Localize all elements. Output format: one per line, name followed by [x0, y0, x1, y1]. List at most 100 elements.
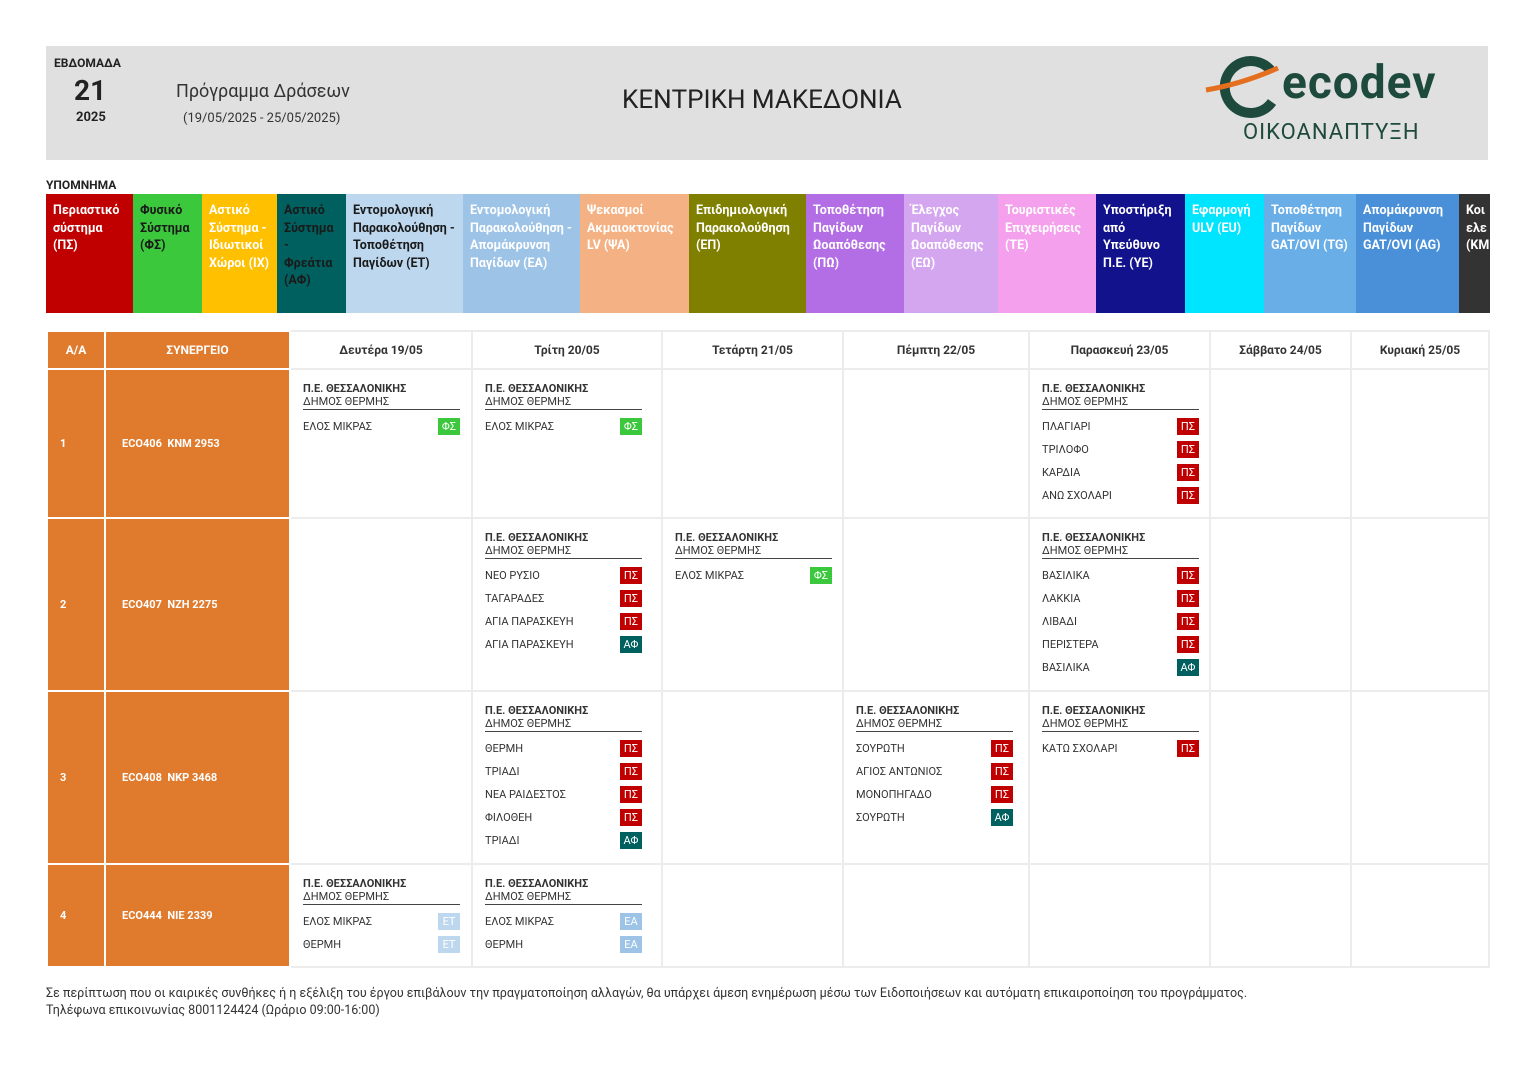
- activity-badge: ΕΤ: [438, 913, 460, 930]
- day-cell: [842, 863, 1030, 968]
- activity-badge: ΦΣ: [810, 567, 832, 584]
- cell-municipality: ΔΗΜΟΣ ΘΕΡΜΗΣ: [856, 717, 1013, 732]
- activity: ΕΛΟΣ ΜΙΚΡΑΣ ΦΣ: [485, 415, 642, 438]
- day-cell: [842, 368, 1030, 519]
- cell-municipality: ΔΗΜΟΣ ΘΕΡΜΗΣ: [1042, 717, 1199, 732]
- activity-badge: ΠΣ: [620, 613, 642, 630]
- column-header: Παρασκευή 23/05: [1028, 330, 1211, 370]
- legend-item: Απομάκρυνση Παγίδων GAT/OVI (AG): [1356, 194, 1459, 313]
- activity-badge: ΠΣ: [991, 786, 1013, 803]
- place: ΕΛΟΣ ΜΙΚΡΑΣ: [675, 569, 745, 582]
- place: ΕΛΟΣ ΜΙΚΡΑΣ: [485, 915, 555, 928]
- day-cell: [1209, 863, 1352, 968]
- column-header: Σάββατο 24/05: [1209, 330, 1352, 370]
- place: ΝΕΑ ΡΑΙΔΕΣΤΟΣ: [485, 788, 566, 801]
- cell-municipality: ΔΗΜΟΣ ΘΕΡΜΗΣ: [303, 395, 460, 410]
- activity-badge: ΠΣ: [620, 740, 642, 757]
- activity: ΑΓΙΟΣ ΑΝΤΩΝΙΟΣ ΠΣ: [856, 760, 1013, 783]
- cell-content: Π.Ε. ΘΕΣΣΑΛΟΝΙΚΗΣ ΔΗΜΟΣ ΘΕΡΜΗΣ ΠΛΑΓΙΑΡΙ ΠΣ Τ…: [1030, 370, 1209, 507]
- place: ΕΛΟΣ ΜΙΚΡΑΣ: [485, 420, 555, 433]
- place: ΛΑΚΚΙΑ: [1042, 592, 1081, 605]
- place: ΤΡΙΑΔΙ: [485, 834, 520, 847]
- activity: ΤΑΓΑΡΑΔΕΣ ΠΣ: [485, 587, 642, 610]
- activity-badge: ΠΣ: [620, 567, 642, 584]
- footer-note: Σε περίπτωση που οι καιρικές συνθήκες ή …: [46, 986, 1248, 1001]
- place: ΘΕΡΜΗ: [303, 938, 342, 951]
- column-header: Τρίτη 20/05: [471, 330, 663, 370]
- row-number: 3: [46, 690, 106, 865]
- activity-badge: ΠΣ: [1177, 487, 1199, 504]
- legend-item: Τοποθέτηση Παγίδων Ωοαπόθεσης (ΠΩ): [806, 194, 904, 313]
- day-cell: [1209, 517, 1352, 692]
- activity-badge: ΠΣ: [991, 740, 1013, 757]
- activity: ΕΛΟΣ ΜΙΚΡΑΣ ΦΣ: [675, 564, 832, 587]
- table-row: 2 ECO407 NZH 2275 Π.Ε. ΘΕΣΣΑΛΟΝΙΚΗΣ ΔΗΜΟΣ Θ…: [46, 517, 1490, 692]
- legend-item: Ψεκασμοί Ακμαιοκτονίας LV (ΨΑ): [580, 194, 689, 313]
- cell-content: Π.Ε. ΘΕΣΣΑΛΟΝΙΚΗΣ ΔΗΜΟΣ ΘΕΡΜΗΣ ΕΛΟΣ ΜΙΚΡΑΣ…: [291, 865, 471, 956]
- activity-badge: ΠΣ: [1177, 464, 1199, 481]
- day-cell: Π.Ε. ΘΕΣΣΑΛΟΝΙΚΗΣ ΔΗΜΟΣ ΘΕΡΜΗΣ ΘΕΡΜΗ ΠΣ ΤΡΙΑ…: [471, 690, 663, 865]
- cell-region: Π.Ε. ΘΕΣΣΑΛΟΝΙΚΗΣ: [485, 877, 589, 890]
- cell-region: Π.Ε. ΘΕΣΣΑΛΟΝΙΚΗΣ: [1042, 382, 1146, 395]
- legend-title: ΥΠΟΜΝΗΜΑ: [46, 178, 117, 192]
- activity: ΘΕΡΜΗ ΕΤ: [303, 933, 460, 956]
- activity: ΑΓΙΑ ΠΑΡΑΣΚΕΥΗ ΠΣ: [485, 610, 642, 633]
- activity: ΑΝΩ ΣΧΟΛΑΡΙ ΠΣ: [1042, 484, 1199, 507]
- cell-region: Π.Ε. ΘΕΣΣΑΛΟΝΙΚΗΣ: [1042, 531, 1146, 544]
- legend-item: Περιαστικό σύστημα (ΠΣ): [46, 194, 133, 313]
- week: 21: [74, 74, 107, 107]
- place: ΚΑΤΩ ΣΧΟΛΑΡΙ: [1042, 742, 1118, 755]
- legend-item: Αστικό Σύστημα - Φρεάτια (ΑΦ): [277, 194, 346, 313]
- cell-region: Π.Ε. ΘΕΣΣΑΛΟΝΙΚΗΣ: [485, 382, 589, 395]
- place: ΜΟΝΟΠΗΓΑΔΟ: [856, 788, 932, 801]
- logo-icon: [1205, 56, 1280, 118]
- day-cell: [842, 517, 1030, 692]
- cell-municipality: ΔΗΜΟΣ ΘΕΡΜΗΣ: [675, 544, 832, 559]
- place: ΣΟΥΡΩΤΗ: [856, 742, 905, 755]
- activity-badge: ΠΣ: [1177, 441, 1199, 458]
- day-cell: Π.Ε. ΘΕΣΣΑΛΟΝΙΚΗΣ ΔΗΜΟΣ ΘΕΡΜΗΣ ΒΑΣΙΛΙΚΑ ΠΣ Λ…: [1028, 517, 1211, 692]
- day-cell: Π.Ε. ΘΕΣΣΑΛΟΝΙΚΗΣ ΔΗΜΟΣ ΘΕΡΜΗΣ ΣΟΥΡΩΤΗ ΠΣ ΑΓ…: [842, 690, 1030, 865]
- cell-region: Π.Ε. ΘΕΣΣΑΛΟΝΙΚΗΣ: [485, 531, 589, 544]
- activity: ΤΡΙΑΔΙ ΠΣ: [485, 760, 642, 783]
- cell-municipality: ΔΗΜΟΣ ΘΕΡΜΗΣ: [485, 544, 642, 559]
- column-header: Δευτέρα 19/05: [289, 330, 473, 370]
- activity-badge: ΠΣ: [620, 786, 642, 803]
- activity: ΤΡΙΛΟΦΟ ΠΣ: [1042, 438, 1199, 461]
- activity: ΕΛΟΣ ΜΙΚΡΑΣ ΕΑ: [485, 910, 642, 933]
- activity-badge: ΦΣ: [620, 418, 642, 435]
- day-cell: [661, 863, 844, 968]
- day-cell: Π.Ε. ΘΕΣΣΑΛΟΝΙΚΗΣ ΔΗΜΟΣ ΘΕΡΜΗΣ ΕΛΟΣ ΜΙΚΡΑΣ…: [289, 368, 473, 519]
- activity: ΕΛΟΣ ΜΙΚΡΑΣ ΦΣ: [303, 415, 460, 438]
- activity: ΠΕΡΙΣΤΕΡΑ ΠΣ: [1042, 633, 1199, 656]
- activity: ΘΕΡΜΗ ΠΣ: [485, 737, 642, 760]
- activity-badge: ΕΑ: [620, 913, 642, 930]
- cell-content: Π.Ε. ΘΕΣΣΑΛΟΝΙΚΗΣ ΔΗΜΟΣ ΘΕΡΜΗΣ ΒΑΣΙΛΙΚΑ ΠΣ Λ…: [1030, 519, 1209, 679]
- cell-region: Π.Ε. ΘΕΣΣΑΛΟΝΙΚΗΣ: [1042, 704, 1146, 717]
- activity: ΤΡΙΑΔΙ ΑΦ: [485, 829, 642, 852]
- day-cell: [1350, 863, 1490, 968]
- place: ΚΑΡΔΙΑ: [1042, 466, 1081, 479]
- place: ΒΑΣΙΛΙΚΑ: [1042, 661, 1090, 674]
- day-cell: [661, 690, 844, 865]
- team: ECO444 NIE 2339: [104, 863, 291, 968]
- activity: ΠΛΑΓΙΑΡΙ ΠΣ: [1042, 415, 1199, 438]
- row-number: 1: [46, 368, 106, 519]
- team: ECO408 NKP 3468: [104, 690, 291, 865]
- cell-content: Π.Ε. ΘΕΣΣΑΛΟΝΙΚΗΣ ΔΗΜΟΣ ΘΕΡΜΗΣ ΣΟΥΡΩΤΗ ΠΣ ΑΓ…: [844, 692, 1028, 829]
- place: ΘΕΡΜΗ: [485, 742, 524, 755]
- activity: ΚΑΡΔΙΑ ΠΣ: [1042, 461, 1199, 484]
- day-cell: [1209, 368, 1352, 519]
- activity: ΛΙΒΑΔΙ ΠΣ: [1042, 610, 1199, 633]
- program: Πρόγραμμα Δράσεων: [176, 81, 350, 102]
- legend-item: Κοι ελε (ΚΜ: [1459, 194, 1490, 313]
- place: ΤΑΓΑΡΑΔΕΣ: [485, 592, 545, 605]
- activity-badge: ΠΣ: [1177, 567, 1199, 584]
- activity: ΕΛΟΣ ΜΙΚΡΑΣ ΕΤ: [303, 910, 460, 933]
- activity-badge: ΠΣ: [1177, 613, 1199, 630]
- activity: ΛΑΚΚΙΑ ΠΣ: [1042, 587, 1199, 610]
- cell-content: Π.Ε. ΘΕΣΣΑΛΟΝΙΚΗΣ ΔΗΜΟΣ ΘΕΡΜΗΣ ΕΛΟΣ ΜΙΚΡΑΣ…: [473, 370, 661, 438]
- logo-subtitle: ΟΙΚΟΑΝΑΠΤΥΞΗ: [1243, 120, 1420, 145]
- cell-content: Π.Ε. ΘΕΣΣΑΛΟΝΙΚΗΣ ΔΗΜΟΣ ΘΕΡΜΗΣ ΕΛΟΣ ΜΙΚΡΑΣ…: [291, 370, 471, 438]
- day-cell: Π.Ε. ΘΕΣΣΑΛΟΝΙΚΗΣ ΔΗΜΟΣ ΘΕΡΜΗΣ ΕΛΟΣ ΜΙΚΡΑΣ…: [661, 517, 844, 692]
